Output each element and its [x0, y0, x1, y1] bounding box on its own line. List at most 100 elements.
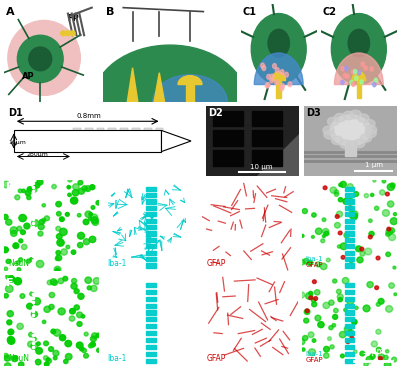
Circle shape: [379, 357, 382, 360]
Circle shape: [341, 256, 345, 259]
Circle shape: [312, 280, 316, 283]
Circle shape: [56, 201, 61, 207]
Bar: [146, 283, 156, 287]
Circle shape: [340, 140, 351, 148]
Circle shape: [364, 194, 369, 198]
Circle shape: [354, 76, 358, 81]
Circle shape: [347, 184, 353, 189]
Circle shape: [19, 215, 26, 222]
Circle shape: [57, 239, 64, 246]
Circle shape: [76, 342, 83, 349]
Circle shape: [336, 211, 342, 217]
Bar: [344, 352, 354, 356]
Circle shape: [389, 234, 395, 240]
Text: NeuN: NeuN: [8, 259, 29, 268]
Circle shape: [383, 355, 388, 360]
Bar: [14, 131, 162, 152]
Bar: [97, 145, 104, 148]
Circle shape: [324, 131, 335, 139]
Circle shape: [338, 198, 343, 202]
Circle shape: [344, 233, 350, 238]
Circle shape: [43, 320, 46, 323]
Circle shape: [55, 268, 59, 272]
Bar: [108, 137, 116, 139]
Bar: [146, 317, 156, 322]
Circle shape: [65, 212, 69, 216]
Circle shape: [378, 354, 384, 360]
Circle shape: [318, 322, 324, 328]
Circle shape: [49, 305, 54, 309]
Circle shape: [68, 193, 71, 196]
Circle shape: [312, 299, 316, 302]
Circle shape: [375, 286, 379, 290]
Circle shape: [89, 344, 93, 348]
Bar: [85, 137, 93, 139]
Circle shape: [7, 311, 13, 317]
Circle shape: [31, 187, 37, 192]
Circle shape: [347, 198, 354, 205]
Circle shape: [85, 277, 91, 283]
Circle shape: [51, 329, 56, 334]
Circle shape: [50, 279, 57, 285]
Circle shape: [354, 350, 357, 353]
Circle shape: [33, 337, 36, 341]
Circle shape: [315, 262, 321, 267]
Circle shape: [323, 302, 330, 309]
Circle shape: [92, 219, 99, 225]
Wedge shape: [93, 45, 247, 102]
Circle shape: [59, 335, 66, 341]
Bar: [146, 238, 156, 242]
Circle shape: [376, 347, 381, 352]
Circle shape: [65, 340, 71, 347]
Circle shape: [386, 232, 390, 236]
Circle shape: [13, 243, 19, 249]
Circle shape: [89, 217, 92, 221]
Text: Iba-1: Iba-1: [107, 259, 126, 268]
Circle shape: [360, 351, 365, 356]
Circle shape: [324, 346, 329, 352]
Bar: [146, 225, 156, 229]
Circle shape: [349, 211, 354, 215]
Circle shape: [73, 184, 79, 190]
Bar: [146, 345, 156, 349]
Circle shape: [61, 249, 67, 255]
Circle shape: [85, 211, 91, 217]
Circle shape: [55, 257, 59, 260]
Circle shape: [10, 230, 17, 236]
Circle shape: [61, 31, 65, 36]
Circle shape: [19, 239, 23, 243]
Bar: [344, 231, 354, 236]
Circle shape: [20, 294, 25, 298]
Circle shape: [17, 268, 21, 271]
Circle shape: [329, 326, 333, 330]
Circle shape: [7, 336, 14, 343]
Circle shape: [275, 68, 279, 73]
Bar: [253, 111, 282, 126]
Circle shape: [384, 362, 391, 368]
Bar: [146, 244, 156, 248]
Circle shape: [53, 350, 59, 356]
Circle shape: [281, 84, 284, 88]
Circle shape: [302, 336, 308, 340]
Circle shape: [6, 259, 10, 263]
Circle shape: [74, 289, 79, 294]
Circle shape: [29, 47, 52, 71]
Circle shape: [6, 219, 12, 225]
Circle shape: [300, 259, 305, 265]
Circle shape: [369, 219, 372, 222]
Bar: [146, 257, 156, 261]
Circle shape: [357, 257, 363, 263]
Bar: [146, 310, 156, 314]
Circle shape: [63, 276, 68, 281]
Circle shape: [338, 231, 342, 235]
Circle shape: [68, 178, 72, 182]
Text: GFAP: GFAP: [206, 259, 226, 268]
Bar: [144, 128, 152, 131]
Circle shape: [334, 190, 338, 194]
Circle shape: [304, 309, 310, 314]
Circle shape: [364, 362, 368, 366]
Bar: [344, 186, 354, 191]
Circle shape: [36, 260, 44, 268]
Bar: [146, 186, 156, 191]
Circle shape: [349, 215, 352, 218]
